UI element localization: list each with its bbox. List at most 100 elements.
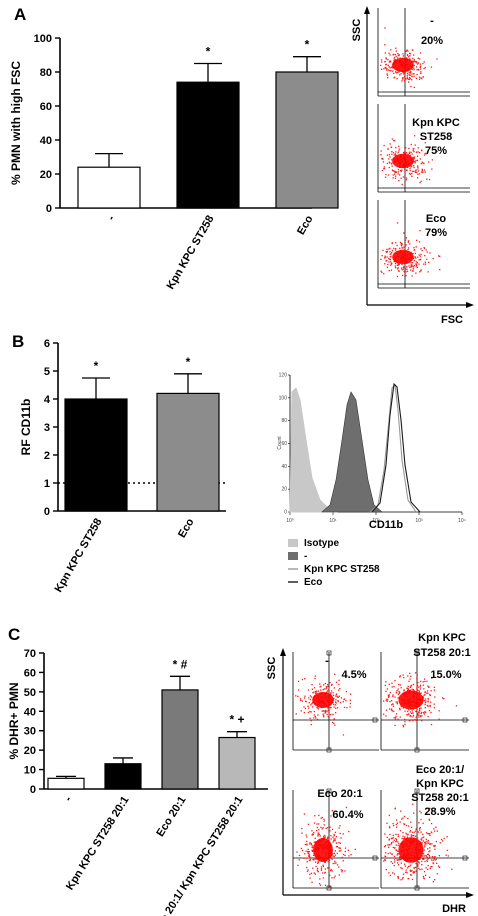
c-flow-plot-2-event-dot xyxy=(422,696,424,698)
c-flow-plot-4-event-dot xyxy=(433,858,435,860)
a-flow-plot-3-event-dot xyxy=(402,274,404,277)
c-flow-plot-2-event-dot xyxy=(418,686,420,688)
c-flow-plot-4-event-dot xyxy=(420,812,422,814)
c-flow-plot-1-event-dot xyxy=(297,680,300,682)
c-flow-plot-title: ST258 20:1 xyxy=(411,792,468,804)
c-flow-plot-4-event-dot xyxy=(400,862,402,864)
c-flow-plot-4-event-dot xyxy=(424,860,426,863)
c-flow-plot-2-event-dot xyxy=(415,719,417,721)
c-flow-plot-3-event-dot xyxy=(329,874,331,877)
c-flow-plot-4-event-dot xyxy=(419,858,421,860)
c-flow-plot-4-event-dot xyxy=(436,873,438,875)
c-flow-plot-3-event-dot xyxy=(334,850,336,852)
c-flow-plot-1-event-dot xyxy=(325,709,327,711)
c-flow-plot-4-event-dot xyxy=(434,830,436,832)
c-flow-plot-2-event-dot xyxy=(408,713,410,715)
a-flow-plot-1-event-dot xyxy=(410,74,412,76)
a-flow-plot-2-event-dot xyxy=(382,161,385,163)
c-flow-plot-4-event-dot xyxy=(427,842,429,844)
c-flow-plot-3-event-dot xyxy=(335,862,337,864)
a-flow-plot-3-event-dot xyxy=(424,255,426,257)
c-flow-plot-3-event-dot xyxy=(309,858,312,861)
c-flow-plot-1-event-dot xyxy=(324,711,327,713)
a-flow-plot-2-event-dot xyxy=(389,156,391,158)
c-flow-plot-1-event-dot xyxy=(338,689,340,691)
c-flow-plot-2-event-dot xyxy=(385,681,387,683)
c-flow-plot-2-event-dot xyxy=(393,685,395,688)
a-flow-plot-3-event-dot xyxy=(420,253,422,255)
c-flow-plot-4-event-dot xyxy=(432,859,434,861)
a-flow-plot-1-event-dot xyxy=(415,62,417,64)
c-flow-plot-3-event-dot xyxy=(307,852,309,854)
b-y-tick-label: 1 xyxy=(44,478,50,490)
c-flow-plot-3-event-dot xyxy=(344,854,346,856)
a-flow-plot-3-event-dot xyxy=(385,251,387,253)
c-flow-plot-1-event-dot xyxy=(342,701,344,703)
a-flow-plot-3-event-dot xyxy=(415,261,418,263)
c-bar xyxy=(104,763,142,790)
c-flow-plot-3-event-dot xyxy=(331,858,333,860)
a-flow-plot-3-event-dot xyxy=(410,262,412,264)
c-flow-plot-2-event-dot xyxy=(392,705,395,707)
c-flow-plot-4-event-dot xyxy=(415,863,417,865)
a-flow-plot-2-event-dot xyxy=(391,138,394,140)
a-flow-plot-3-event-dot xyxy=(399,247,401,249)
c-flow-plot-4-event-dot xyxy=(427,864,429,867)
c-flow-plot-2-event-dot xyxy=(402,707,404,709)
c-flow-plot-2-event-dot xyxy=(430,711,432,714)
a-flow-plot-3-event-dot xyxy=(410,266,412,268)
a-flow-plot-2-event-dot xyxy=(386,162,389,165)
c-flow-plot-2-event-dot xyxy=(410,685,412,687)
c-flow-plot-3-event-dot xyxy=(328,837,330,839)
c-flow-plot-title: Kpn KPC xyxy=(418,632,466,644)
c-flow-gate-handle xyxy=(414,885,420,891)
c-flow-plot-3-event-dot xyxy=(311,849,313,851)
c-flow-plot-3-event-dot xyxy=(303,813,306,815)
c-flow-plot-2-event-dot xyxy=(391,686,393,688)
a-flow-plot-1-event-dot xyxy=(411,68,413,71)
c-flow-plot-1-event-dot xyxy=(314,715,316,718)
c-flow-plot-4-event-dot xyxy=(404,836,406,838)
c-flow-plot-3-event-dot xyxy=(330,838,332,840)
c-flow-plot-2-event-dot xyxy=(406,710,409,713)
c-flow-plot-4-event-dot xyxy=(433,828,435,830)
c-flow-plot-3-event-dot xyxy=(317,862,319,864)
c-flow-plot-3-event-dot xyxy=(309,857,311,859)
c-flow-plot-4-event-dot xyxy=(429,856,431,858)
a-flow-plot-2-event-dot xyxy=(421,150,423,152)
c-flow-plot-4-event-dot xyxy=(431,831,433,834)
c-flow-plot-2-event-dot xyxy=(391,700,393,702)
a-flow-plot-1-event-dot xyxy=(406,49,408,51)
c-flow-plot-3-event-dot xyxy=(339,842,341,844)
c-flow-plot-1-event-dot xyxy=(335,699,337,701)
c-flow-plot-4-event-dot xyxy=(387,853,389,855)
b-significance-marker: * xyxy=(94,359,99,373)
c-category-label: Eco 20:1/ Kpn KPC ST258 20:1 xyxy=(151,794,246,916)
c-flow-plot-4-event-dot xyxy=(388,838,390,840)
c-flow-plot-1-event-dot xyxy=(313,687,316,689)
a-y-tick-label: 60 xyxy=(40,101,52,113)
a-flow-plot-1-event-dot xyxy=(385,67,387,69)
a-flow-plot-2-event-dot xyxy=(412,148,414,150)
a-flow-plot-3-event-dot xyxy=(424,261,426,263)
a-flow-plot-1-event-dot xyxy=(419,52,422,54)
a-flow-plot-3-event-dot xyxy=(405,271,407,273)
c-flow-plot-4-event-dot xyxy=(433,856,435,858)
a-bar xyxy=(275,71,339,209)
c-flow-plot-4-event-dot xyxy=(400,858,403,860)
a-significance-marker: * xyxy=(206,45,211,59)
a-flow-plot-2-event-dot xyxy=(389,143,391,145)
c-flow-plot-3-event-dot xyxy=(309,843,311,845)
c-flow-plot-2-event-dot xyxy=(391,710,393,712)
c-category-label: - xyxy=(62,794,74,804)
c-flow-plot-4-event-dot xyxy=(429,847,431,849)
c-flow-plot-1-event-dot xyxy=(335,695,337,697)
a-flow-plot-1-event-dot xyxy=(410,85,412,88)
c-flow-plot-1-event-dot xyxy=(314,675,316,677)
a-flow-plot-1-event-dot xyxy=(418,78,421,80)
c-flow-plot-4-event-dot xyxy=(402,817,404,819)
c-flow-plot-4-event-dot xyxy=(418,867,420,870)
c-flow-plot-1-event-dot xyxy=(308,702,310,704)
c-flow-plot-2-event-dot xyxy=(455,705,458,707)
a-flow-plot-1-event-dot xyxy=(392,67,394,69)
